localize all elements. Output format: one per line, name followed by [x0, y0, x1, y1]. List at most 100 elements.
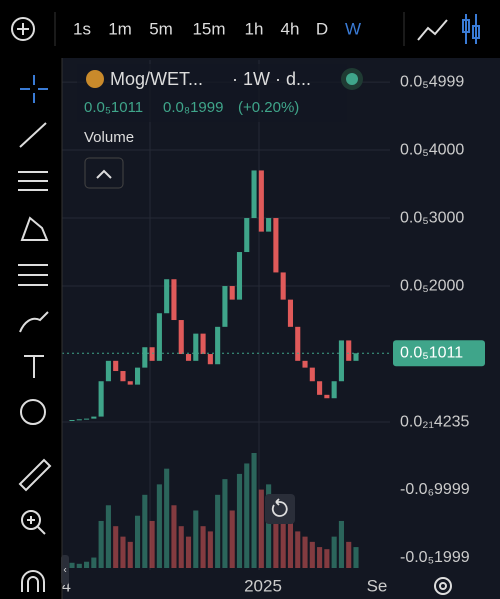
- y-tick-label: -0.0₆9999: [400, 481, 470, 498]
- candle-body: [353, 353, 359, 361]
- candle-body: [258, 170, 264, 232]
- measure-tool[interactable]: [18, 458, 52, 492]
- volume-bar: [280, 515, 286, 568]
- zoom-tool[interactable]: [21, 510, 41, 530]
- top-bar: [0, 0, 500, 58]
- collapse-handle[interactable]: [61, 555, 69, 585]
- volume-bar: [331, 536, 337, 568]
- candle-body: [266, 218, 272, 232]
- candle-body: [331, 381, 337, 399]
- candle-body: [185, 354, 192, 361]
- y-tick-label: 0.0₅4999: [400, 73, 464, 90]
- y-tick-label: 0.0₂₁4235: [400, 413, 470, 430]
- volume-bar: [215, 494, 221, 568]
- x-tick-label: 2025: [244, 576, 282, 595]
- volume-bar: [91, 557, 97, 568]
- brush-tool[interactable]: [19, 311, 49, 333]
- interval-button[interactable]: D: [316, 19, 328, 38]
- candle-body: [164, 279, 170, 314]
- candle-body: [98, 381, 104, 417]
- drawing-tools: [18, 75, 52, 592]
- candle-body: [309, 367, 315, 382]
- volume-bar: [207, 531, 213, 568]
- candle-body: [229, 286, 235, 300]
- interval-button[interactable]: 4h: [281, 19, 300, 38]
- last-price-label: 0.0₅1011: [400, 345, 463, 362]
- volume-bar: [244, 463, 250, 568]
- volume-bar: [105, 505, 111, 568]
- volume-bar: [295, 531, 301, 568]
- volume-bar: [317, 547, 323, 568]
- interval-button[interactable]: W: [345, 19, 361, 38]
- volume-bar: [156, 484, 162, 568]
- line-type-button[interactable]: [417, 19, 448, 41]
- volume-label: Volume: [84, 129, 134, 146]
- crosshair-tool[interactable]: [20, 75, 48, 103]
- legend-bg: [77, 64, 347, 122]
- volume-bar: [171, 505, 177, 568]
- candle-body: [295, 326, 301, 361]
- ohlc-change: 0.0₈1999: [163, 99, 223, 116]
- y-tick-label: 0.0₅2000: [400, 277, 464, 294]
- volume-bar: [185, 536, 192, 568]
- volume-bar: [76, 563, 82, 568]
- volume-bar: [353, 547, 359, 568]
- reset-button[interactable]: [265, 494, 295, 524]
- fib-tool[interactable]: [18, 171, 48, 191]
- candle-body: [113, 360, 119, 372]
- candle-body: [193, 333, 199, 361]
- interval-button[interactable]: 15m: [192, 19, 225, 38]
- collapse-legend[interactable]: [84, 157, 124, 189]
- candle-body: [76, 419, 82, 421]
- ohlc-open: 0.0₅1011: [84, 99, 143, 116]
- y-tick-label: 0.0₅3000: [400, 209, 464, 226]
- pattern-tool[interactable]: [20, 216, 49, 241]
- candle-type-button[interactable]: [462, 14, 480, 44]
- candle-body: [207, 354, 213, 365]
- volume-bar: [149, 520, 155, 568]
- volume-bar: [273, 505, 279, 568]
- volume-bar: [222, 479, 228, 568]
- interval-button[interactable]: 5m: [149, 19, 173, 38]
- volume-bar: [309, 541, 315, 568]
- status-dot: [346, 73, 358, 85]
- magnet-tool[interactable]: [21, 570, 45, 592]
- volume-bar: [69, 562, 75, 568]
- candle-body: [324, 394, 330, 399]
- y-tick-label: 0.0₅4000: [400, 141, 464, 158]
- volume-bar: [200, 526, 206, 568]
- text-tool[interactable]: [24, 355, 44, 378]
- interval-button[interactable]: 1h: [245, 19, 264, 38]
- candle-body: [346, 340, 352, 361]
- symbol[interactable]: Mog/WET...: [110, 69, 203, 89]
- volume-bar: [84, 561, 90, 568]
- settings-button[interactable]: [434, 577, 452, 595]
- candle-body: [251, 170, 257, 219]
- add-button[interactable]: [11, 17, 35, 41]
- volume-bar: [142, 494, 148, 568]
- trendline-tool[interactable]: [19, 122, 47, 148]
- candle-body: [149, 347, 155, 361]
- volume-bar: [251, 453, 257, 568]
- candle-body: [302, 360, 308, 368]
- volume-bar: [120, 536, 126, 568]
- volume-bar: [236, 473, 243, 568]
- volume-bar: [258, 489, 264, 568]
- candle-body: [287, 299, 294, 327]
- volume-bar: [98, 520, 104, 568]
- volume-bar: [266, 484, 272, 568]
- collapse-arrow: ‹: [63, 565, 66, 576]
- volume-bar: [134, 515, 141, 568]
- emoji-tool[interactable]: [20, 399, 46, 425]
- candle-body: [236, 252, 243, 300]
- candle-body: [200, 333, 206, 355]
- interval-button[interactable]: 1m: [108, 19, 132, 38]
- candle-body: [178, 320, 184, 355]
- candle-body: [273, 218, 279, 273]
- interval-button[interactable]: 1s: [73, 19, 91, 38]
- projection-tool[interactable]: [18, 264, 48, 286]
- candle-body: [215, 326, 221, 365]
- left-toolbar: [0, 58, 62, 599]
- volume-bar: [127, 541, 133, 568]
- interval-text: · 1W · d...: [232, 69, 311, 89]
